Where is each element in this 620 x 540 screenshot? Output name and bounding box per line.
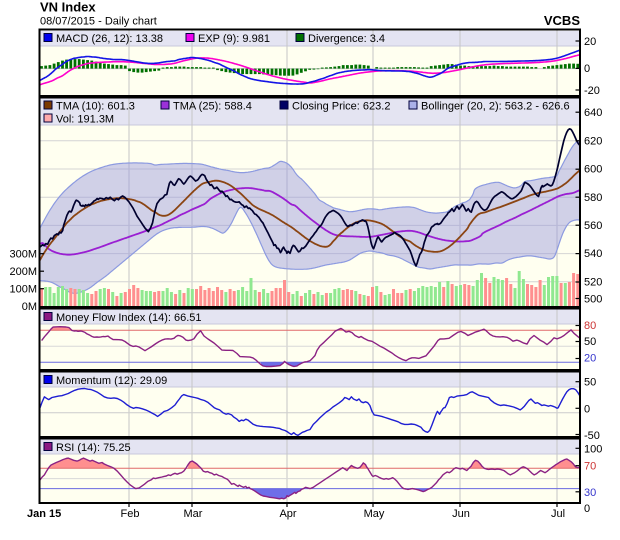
svg-text:20: 20: [584, 36, 596, 48]
svg-text:Feb: Feb: [121, 508, 140, 520]
svg-text:0: 0: [584, 503, 590, 515]
svg-text:EXP (9): 9.981: EXP (9): 9.981: [198, 33, 270, 45]
svg-text:500: 500: [584, 294, 602, 306]
svg-text:Jun: Jun: [452, 508, 470, 520]
svg-text:600: 600: [584, 164, 602, 176]
svg-text:580: 580: [584, 192, 602, 204]
svg-text:RSI (14): 75.25: RSI (14): 75.25: [56, 442, 131, 454]
svg-text:0M: 0M: [22, 301, 37, 313]
svg-text:Jul: Jul: [551, 508, 565, 520]
svg-text:0: 0: [584, 403, 590, 415]
svg-text:100: 100: [584, 443, 602, 455]
svg-text:50: 50: [584, 336, 596, 348]
svg-text:560: 560: [584, 220, 602, 232]
svg-text:100M: 100M: [9, 284, 37, 296]
svg-text:VN Index: VN Index: [40, 0, 96, 15]
svg-text:-50: -50: [584, 430, 600, 442]
svg-text:Closing Price: 623.2: Closing Price: 623.2: [292, 101, 390, 113]
svg-text:200M: 200M: [9, 266, 37, 278]
svg-text:MACD (26, 12): 13.38: MACD (26, 12): 13.38: [56, 33, 163, 45]
svg-text:TMA (25): 588.4: TMA (25): 588.4: [173, 101, 252, 113]
svg-text:VCBS: VCBS: [544, 13, 580, 28]
svg-text:Bollinger (20, 2): 563.2 - 626: Bollinger (20, 2): 563.2 - 626.6: [421, 101, 570, 113]
svg-text:Money Flow Index (14): 66.51: Money Flow Index (14): 66.51: [56, 312, 202, 324]
svg-text:TMA (10): 601.3: TMA (10): 601.3: [56, 101, 135, 113]
svg-text:20: 20: [584, 353, 596, 365]
svg-text:50: 50: [584, 377, 596, 389]
svg-text:300M: 300M: [9, 249, 37, 261]
svg-text:May: May: [364, 508, 385, 520]
svg-text:Jan 15: Jan 15: [27, 508, 61, 520]
svg-text:70: 70: [584, 461, 596, 473]
svg-text:Mar: Mar: [184, 508, 203, 520]
svg-text:Apr: Apr: [279, 508, 296, 520]
svg-text:0: 0: [584, 63, 590, 75]
svg-text:80: 80: [584, 320, 596, 332]
svg-text:08/07/2015 - Daily chart: 08/07/2015 - Daily chart: [40, 16, 157, 28]
svg-text:Momentum (12): 29.09: Momentum (12): 29.09: [56, 375, 167, 387]
svg-text:Vol: 191.3M: Vol: 191.3M: [56, 114, 114, 126]
svg-text:30: 30: [584, 487, 596, 499]
svg-text:540: 540: [584, 248, 602, 260]
svg-text:520: 520: [584, 276, 602, 288]
svg-text:640: 640: [584, 107, 602, 119]
svg-text:-20: -20: [584, 85, 600, 97]
svg-text:620: 620: [584, 135, 602, 147]
svg-text:Divergence: 3.4: Divergence: 3.4: [308, 33, 385, 45]
